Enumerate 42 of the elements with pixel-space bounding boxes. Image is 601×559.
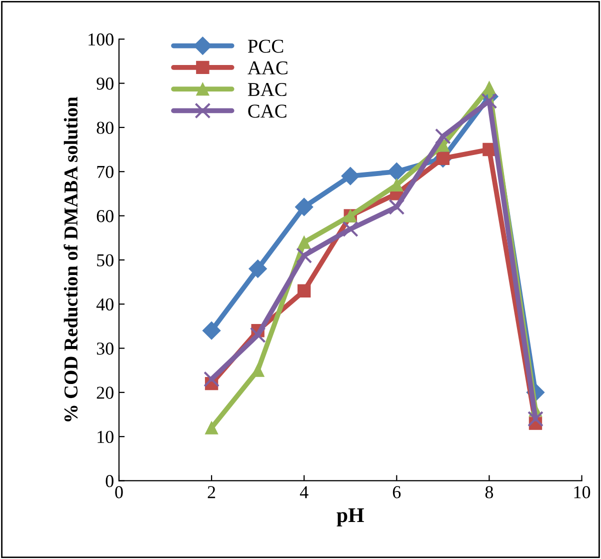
point xyxy=(294,198,314,216)
point xyxy=(250,327,266,343)
point xyxy=(482,81,496,94)
y-tick-label: 30 xyxy=(96,342,114,355)
x-axis-title: pH xyxy=(336,508,364,526)
y-tick-label: 20 xyxy=(96,386,114,399)
point xyxy=(298,236,311,249)
x-tick-label: 10 xyxy=(574,486,590,498)
point xyxy=(202,321,221,340)
y-axis-title: % COD Reduction of DMABA solution xyxy=(64,96,78,422)
y-tick-label: 100 xyxy=(88,33,114,46)
y-tick-label: 0 xyxy=(106,474,114,488)
point xyxy=(481,92,498,109)
y-tick-label: 50 xyxy=(97,254,114,266)
point xyxy=(434,128,451,144)
point xyxy=(388,198,405,215)
y-tick-label: 80 xyxy=(96,122,114,134)
point xyxy=(342,221,358,238)
point xyxy=(390,178,404,192)
point xyxy=(387,162,406,181)
point xyxy=(251,364,264,377)
legend-label: PCC xyxy=(248,40,284,53)
legend-label: AAC xyxy=(248,61,288,74)
y-tick-label: 60 xyxy=(96,210,114,222)
x-tick-label: 8 xyxy=(485,486,494,498)
x-tick-label: 2 xyxy=(208,486,216,498)
point xyxy=(341,166,360,186)
point xyxy=(296,248,312,264)
legend-label: CAC xyxy=(248,104,286,118)
y-tick-label: 90 xyxy=(96,78,114,90)
x-tick-label: 4 xyxy=(300,486,308,498)
y-tick-label: 10 xyxy=(98,430,114,444)
point xyxy=(204,421,218,434)
point xyxy=(298,284,311,298)
legend-label: BAC xyxy=(248,82,286,96)
y-tick-label: 70 xyxy=(97,166,114,178)
x-tick-label: 6 xyxy=(392,486,401,498)
point xyxy=(204,371,220,388)
y-tick-label: 40 xyxy=(96,298,114,311)
point xyxy=(528,410,544,427)
point xyxy=(248,260,268,278)
x-tick-label: 0 xyxy=(115,486,123,498)
